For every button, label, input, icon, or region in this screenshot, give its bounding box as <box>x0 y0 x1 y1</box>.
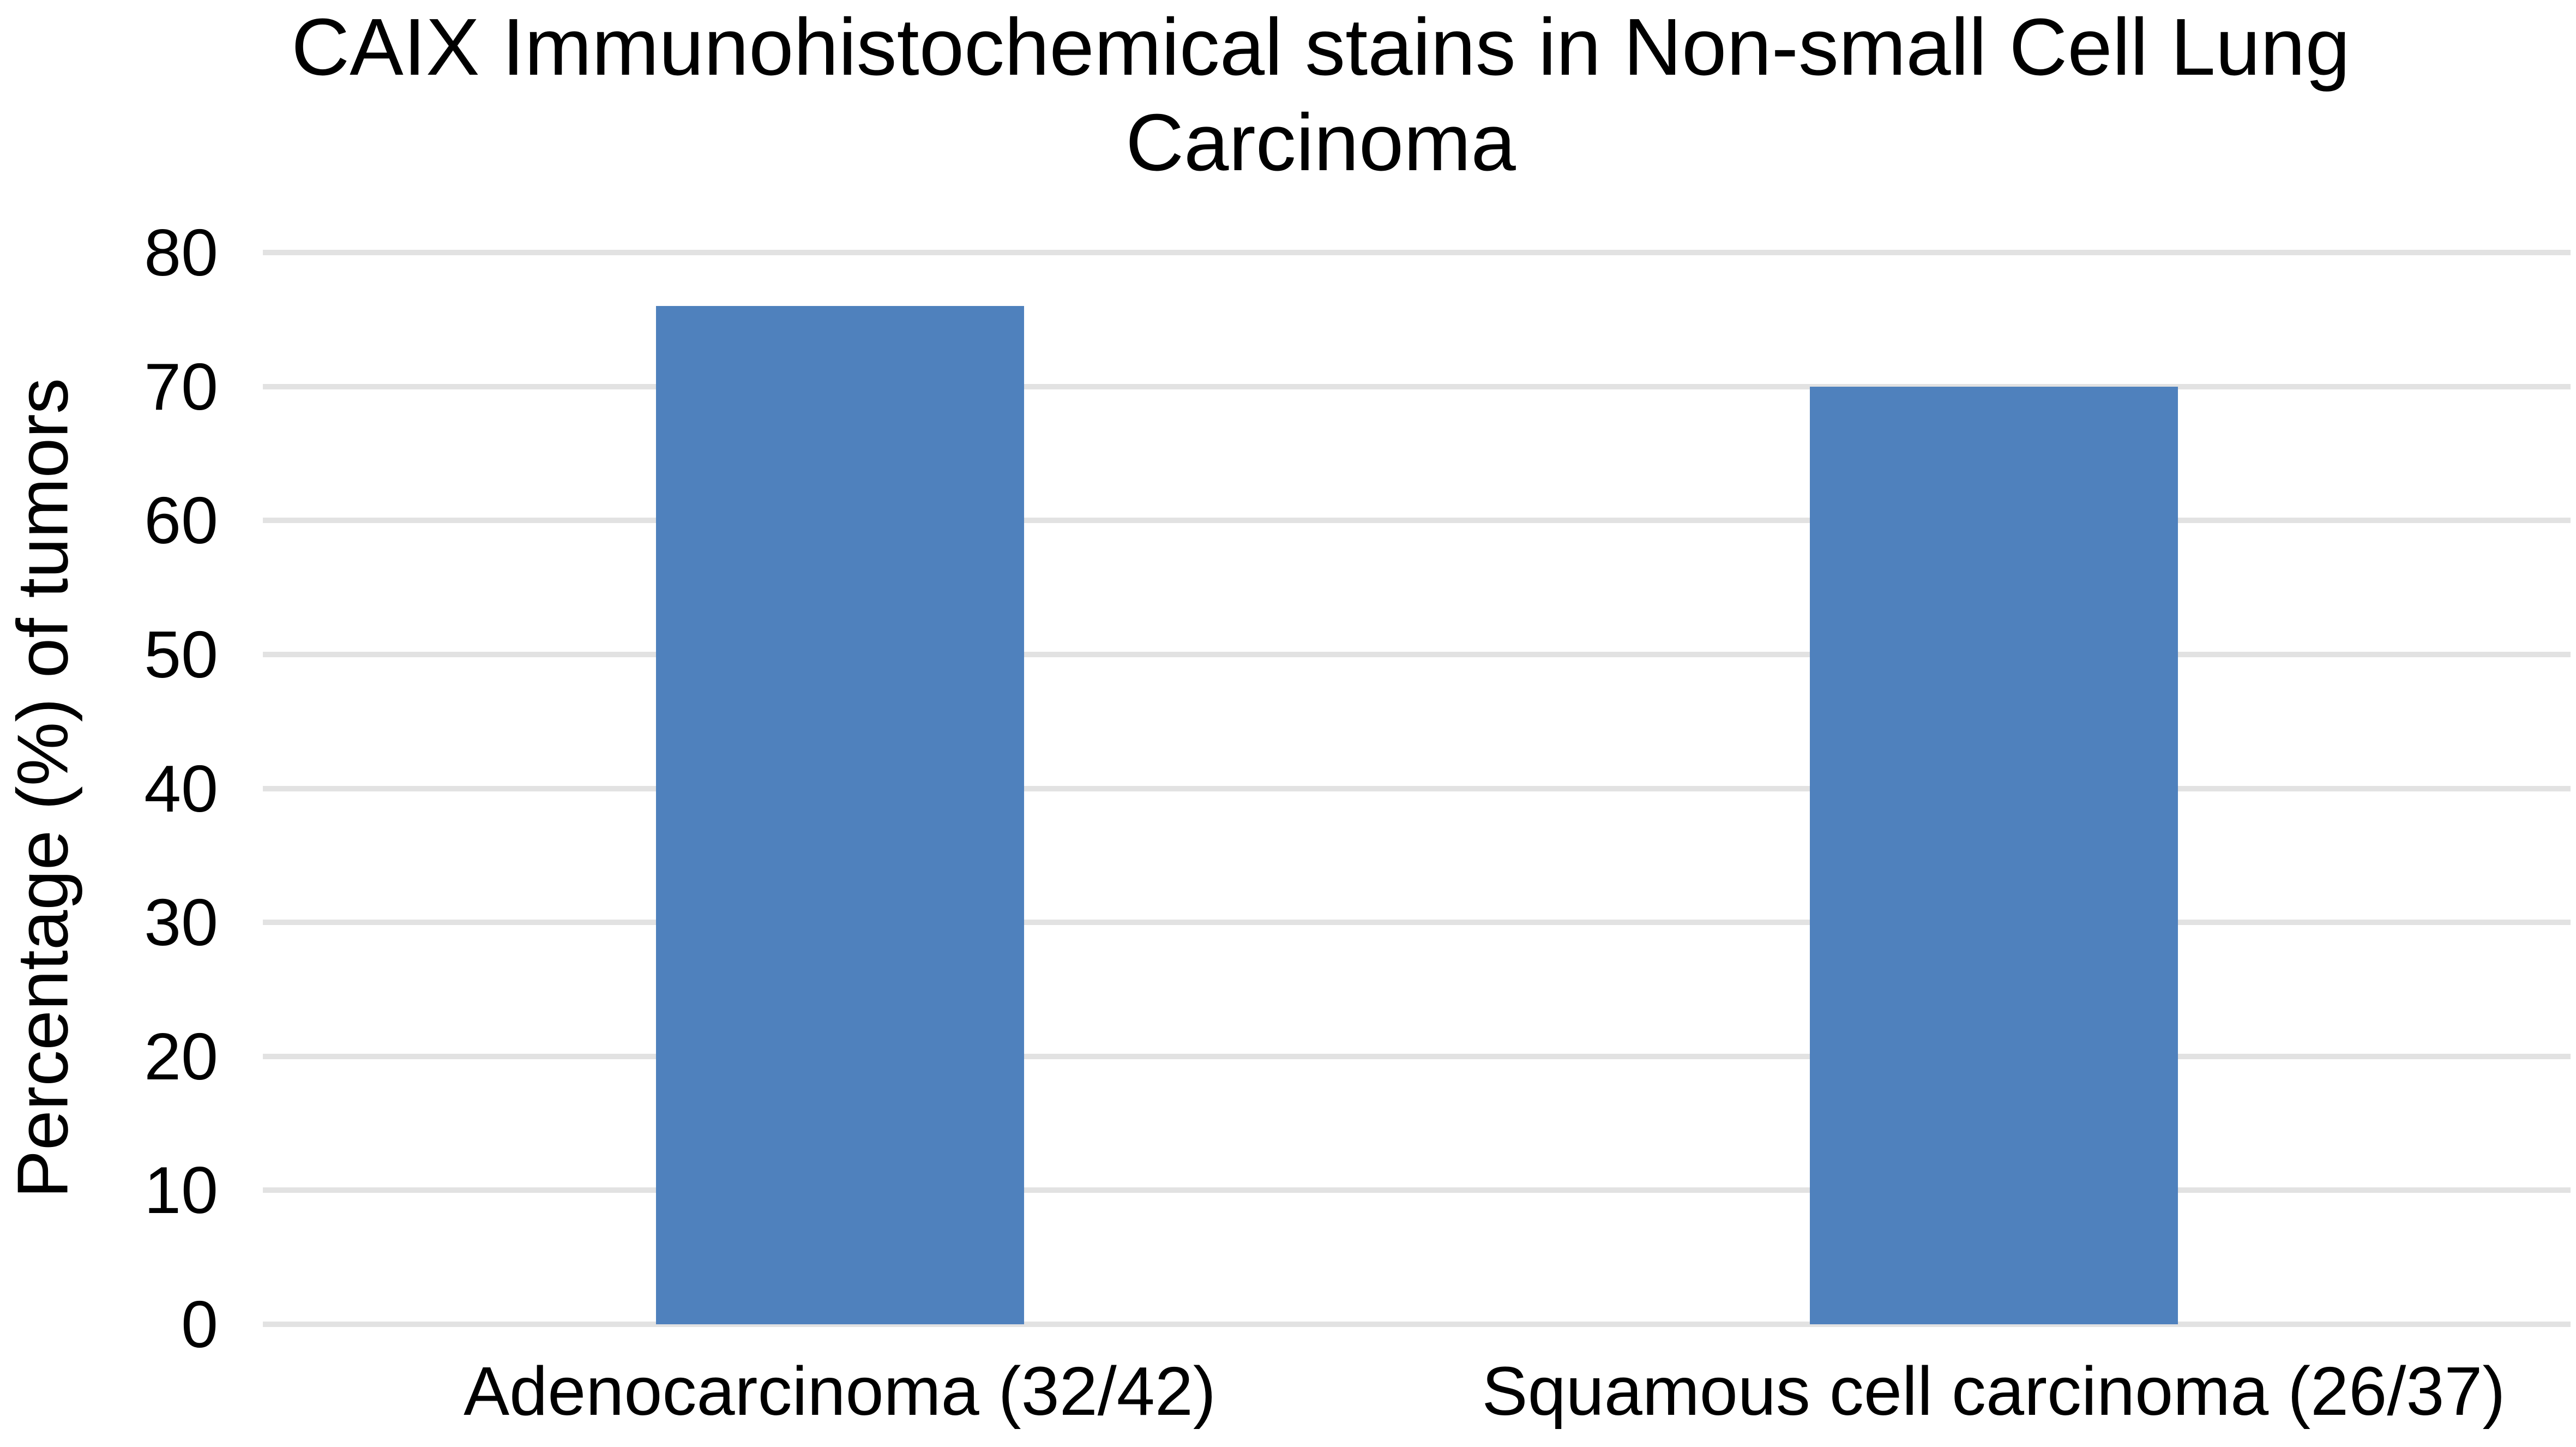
x-axis-category-labels: Adenocarcinoma (32/42) Squamous cell carc… <box>263 1352 2571 1447</box>
y-tick-label-40: 40 <box>144 751 218 826</box>
gridline-50 <box>263 651 2571 657</box>
y-tick-label-80: 80 <box>144 215 218 290</box>
bar-0 <box>655 306 1024 1324</box>
y-tick-label-0: 0 <box>181 1287 218 1361</box>
plot-area <box>263 250 2571 1327</box>
gridline-80 <box>263 250 2571 255</box>
x-category-label-0: Adenocarcinoma (32/42) <box>464 1353 1216 1430</box>
gridline-70 <box>263 383 2571 389</box>
bar-1 <box>1809 386 2178 1324</box>
chart-title: CAIX Immunohistochemical stains in Non-s… <box>65 0 2576 190</box>
gridline-30 <box>263 920 2571 926</box>
chart-title-line-1: CAIX Immunohistochemical stains in Non-s… <box>291 2 2350 92</box>
y-tick-label-10: 10 <box>144 1153 218 1228</box>
chart-title-line-2: Carcinoma <box>1126 97 1516 188</box>
gridline-20 <box>263 1053 2571 1059</box>
y-tick-label-30: 30 <box>144 885 218 960</box>
gridline-0 <box>263 1322 2571 1327</box>
y-tick-label-20: 20 <box>144 1019 218 1094</box>
gridline-10 <box>263 1187 2571 1193</box>
x-category-label-1: Squamous cell carcinoma (26/37) <box>1482 1353 2506 1430</box>
y-tick-label-70: 70 <box>144 349 218 424</box>
y-tick-label-50: 50 <box>144 617 218 692</box>
gridline-40 <box>263 785 2571 791</box>
y-axis-tick-labels: 0 10 20 30 40 50 60 70 80 <box>0 215 218 1361</box>
y-tick-label-60: 60 <box>144 483 218 558</box>
gridline-60 <box>263 518 2571 524</box>
